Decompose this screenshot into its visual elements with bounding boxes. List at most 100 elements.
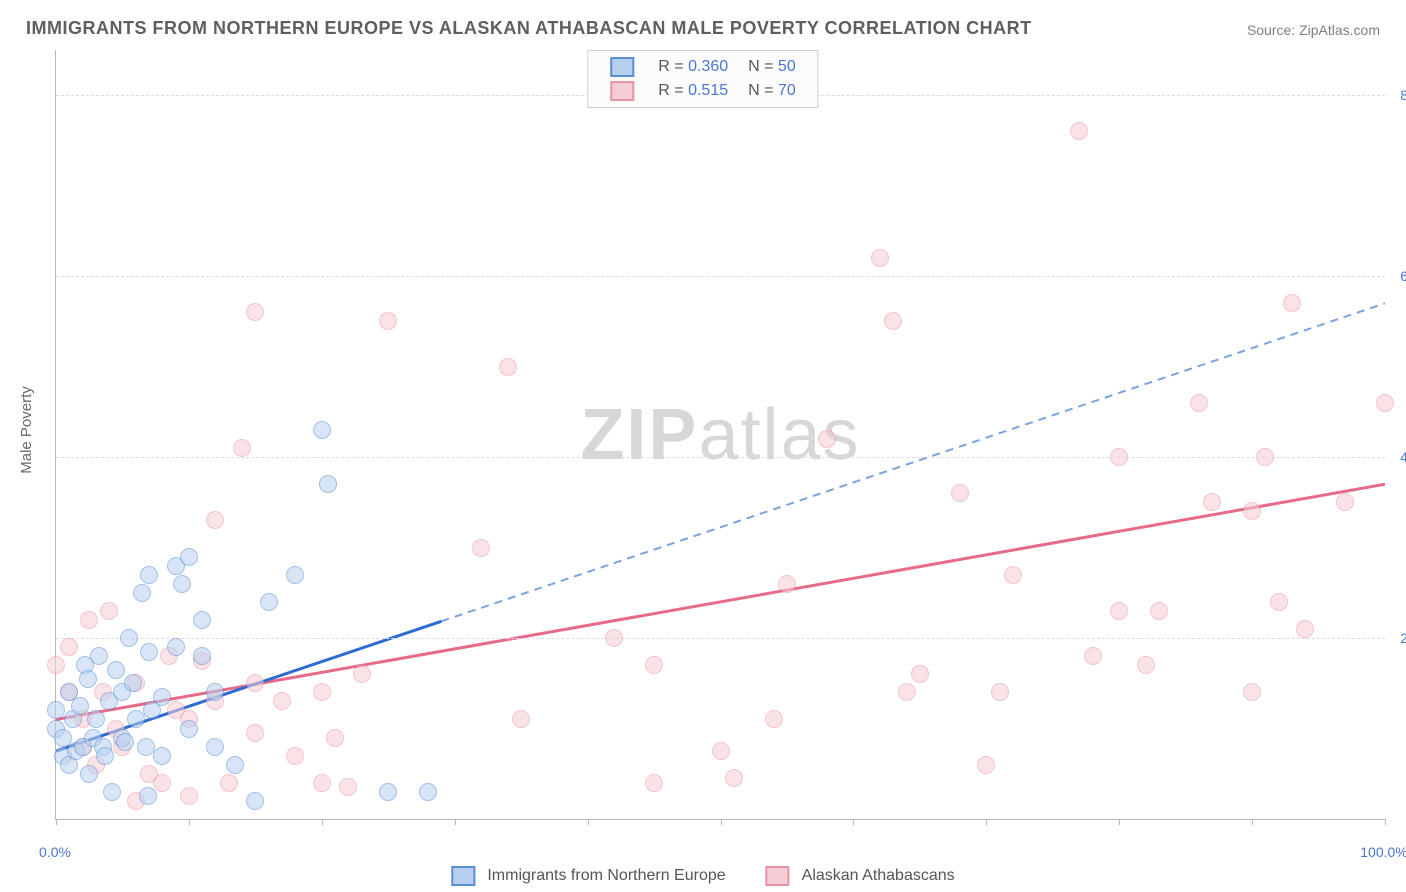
data-point-pink [100,602,118,620]
data-point-blue [124,674,142,692]
data-point-blue [96,747,114,765]
data-point-pink [1336,493,1354,511]
legend-item-pink: Alaskan Athabascans [766,866,955,886]
data-point-pink [1150,602,1168,620]
chart-container: IMMIGRANTS FROM NORTHERN EUROPE VS ALASK… [0,0,1406,892]
data-point-pink [1270,593,1288,611]
data-point-blue [139,787,157,805]
data-point-pink [1243,683,1261,701]
data-point-blue [47,701,65,719]
x-tick [588,819,589,825]
data-point-pink [180,787,198,805]
data-point-pink [1243,502,1261,520]
data-point-pink [991,683,1009,701]
data-point-pink [1070,122,1088,140]
correlation-legend: R = 0.360 N = 50 R = 0.515 N = 70 [587,50,818,108]
n-value-blue: 50 [778,58,796,75]
data-point-pink [1190,394,1208,412]
source-label: Source: ZipAtlas.com [1247,22,1380,38]
r-label: R = [658,58,683,75]
legend-swatch-blue [451,866,475,886]
data-point-pink [977,756,995,774]
x-tick [455,819,456,825]
data-point-pink [353,665,371,683]
x-tick [853,819,854,825]
data-point-blue [173,575,191,593]
data-point-blue [120,629,138,647]
trend-line [441,303,1385,621]
data-point-pink [1004,566,1022,584]
data-point-pink [911,665,929,683]
x-tick [322,819,323,825]
n-label: N = [748,82,773,99]
x-tick [56,819,57,825]
data-point-pink [712,742,730,760]
data-point-blue [140,643,158,661]
data-point-pink [499,358,517,376]
data-point-blue [193,611,211,629]
data-point-blue [140,566,158,584]
watermark-main: ZIP [580,395,698,475]
data-point-blue [87,710,105,728]
data-point-pink [765,710,783,728]
gridline [56,638,1385,639]
data-point-pink [1283,294,1301,312]
data-point-pink [1376,394,1394,412]
x-tick [1119,819,1120,825]
data-point-pink [1110,448,1128,466]
data-point-pink [1256,448,1274,466]
data-point-blue [180,720,198,738]
x-tick-label: 100.0% [1360,844,1406,860]
watermark-sub: atlas [698,395,860,475]
data-point-blue [116,733,134,751]
n-value-pink: 70 [778,82,796,99]
data-point-pink [220,774,238,792]
data-point-pink [246,674,264,692]
plot-area: ZIPatlas 20.0%40.0%60.0%80.0% [55,50,1385,820]
data-point-blue [133,584,151,602]
chart-title: IMMIGRANTS FROM NORTHERN EUROPE VS ALASK… [26,18,1032,39]
y-tick-label: 60.0% [1390,268,1406,284]
x-tick [1385,819,1386,825]
y-tick-label: 20.0% [1390,630,1406,646]
data-point-blue [260,593,278,611]
r-value-blue: 0.360 [688,58,728,75]
data-point-blue [153,688,171,706]
data-point-blue [180,548,198,566]
data-point-blue [246,792,264,810]
y-tick-label: 80.0% [1390,87,1406,103]
data-point-pink [246,724,264,742]
data-point-pink [725,769,743,787]
legend-swatch-blue [610,57,634,77]
x-tick [189,819,190,825]
data-point-pink [512,710,530,728]
legend-swatch-pink [610,81,634,101]
data-point-pink [313,683,331,701]
data-point-pink [47,656,65,674]
gridline [56,457,1385,458]
x-tick [1252,819,1253,825]
data-point-blue [153,747,171,765]
data-point-pink [153,774,171,792]
legend-item-blue: Immigrants from Northern Europe [451,866,725,886]
y-tick-label: 40.0% [1390,449,1406,465]
data-point-blue [286,566,304,584]
data-point-pink [60,638,78,656]
data-point-pink [206,511,224,529]
n-label: N = [748,58,773,75]
y-axis-title: Male Poverty [18,386,35,474]
data-point-blue [319,475,337,493]
data-point-blue [80,765,98,783]
data-point-pink [313,774,331,792]
data-point-pink [951,484,969,502]
data-point-pink [645,656,663,674]
legend-row-blue: R = 0.360 N = 50 [600,55,805,79]
data-point-blue [226,756,244,774]
data-point-pink [326,729,344,747]
data-point-pink [246,303,264,321]
gridline [56,276,1385,277]
data-point-pink [884,312,902,330]
data-point-blue [206,683,224,701]
r-label: R = [658,82,683,99]
data-point-blue [379,783,397,801]
